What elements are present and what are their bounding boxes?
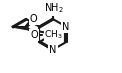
Text: N: N bbox=[49, 45, 56, 55]
Text: N: N bbox=[62, 22, 70, 32]
Text: S: S bbox=[50, 29, 57, 39]
Text: O: O bbox=[30, 30, 38, 40]
Text: CH$_3$: CH$_3$ bbox=[44, 28, 63, 41]
Text: O: O bbox=[30, 14, 37, 24]
Text: NH$_2$: NH$_2$ bbox=[44, 1, 64, 15]
